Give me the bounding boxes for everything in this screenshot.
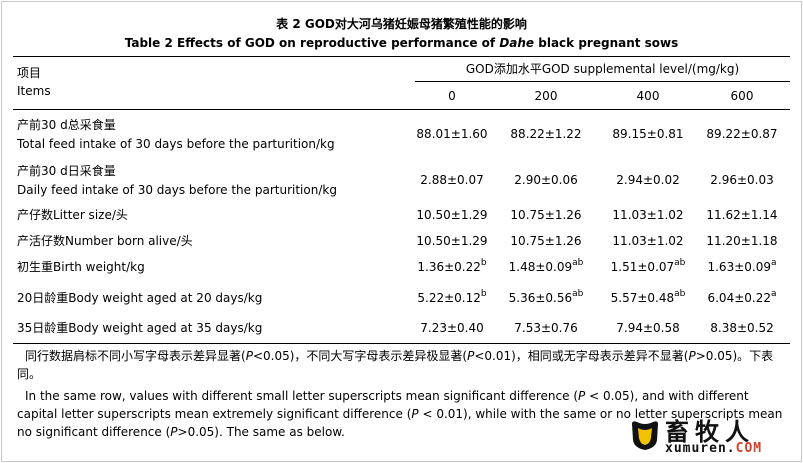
table-cell: 1.36±0.22b <box>417 258 487 275</box>
table-cell: 10.75±1.26 <box>510 234 582 248</box>
significance-superscript: a <box>770 258 777 268</box>
table-cell: 5.36±0.56ab <box>508 289 584 306</box>
row-label-zh: 20日龄重Body weight aged at 20 days/kg <box>17 291 263 305</box>
row-label: 产仔数Litter size/头 <box>17 206 128 225</box>
row-label-zh: 产活仔数Number born alive/头 <box>17 234 193 248</box>
row-label-zh: 产仔数Litter size/头 <box>17 208 128 222</box>
table-cell: 2.94±0.02 <box>616 173 680 187</box>
items-header-en: Items <box>17 84 51 98</box>
table-cell: 8.38±0.52 <box>710 321 774 335</box>
row-label: 20日龄重Body weight aged at 20 days/kg <box>17 289 262 308</box>
row-label: 产前30 d总采食量 Total feed intake of 30 days b… <box>17 116 335 154</box>
row-label: 初生重Birth weight/kg <box>17 258 145 277</box>
table-cell: 7.53±0.76 <box>514 321 578 335</box>
table-cell: 89.15±0.81 <box>612 127 684 141</box>
table-cell: 2.96±0.03 <box>710 173 774 187</box>
table-cell: 11.03±1.02 <box>612 208 684 222</box>
level-header-600: 600 <box>730 89 754 103</box>
row-label: 35日龄重Body weight aged at 35 days/kg <box>17 319 262 338</box>
level-span-header: GOD添加水平GOD supplemental level/(mg/kg) <box>465 62 740 76</box>
table-cell: 10.75±1.26 <box>510 208 582 222</box>
significance-superscript: ab <box>572 289 584 299</box>
bottom-rule <box>13 343 790 344</box>
table-cell: 11.62±1.14 <box>706 208 778 222</box>
significance-superscript: ab <box>674 289 686 299</box>
header-rule <box>13 109 790 110</box>
footnote-en: In the same row, values with different s… <box>17 389 783 439</box>
significance-superscript: ab <box>572 258 584 268</box>
row-label-zh: 产前30 d总采食量 <box>17 118 116 132</box>
items-header-zh: 项目 <box>17 66 42 80</box>
significance-superscript: b <box>480 258 487 268</box>
row-label: 产前30 d日采食量 Daily feed intake of 30 days b… <box>17 162 337 200</box>
table-cell: 10.50±1.29 <box>416 234 488 248</box>
table-cell: 89.22±0.87 <box>706 127 778 141</box>
table-cell: 88.01±1.60 <box>416 127 488 141</box>
row-label-zh: 初生重Birth weight/kg <box>17 260 145 274</box>
logo-text: 畜牧人 <box>665 418 755 446</box>
table-cell: 88.22±1.22 <box>510 127 582 141</box>
table-title-en: Table 2 Effects of GOD on reproductive p… <box>124 36 679 50</box>
table-cell: 11.03±1.02 <box>612 234 684 248</box>
table-cell: 10.50±1.29 <box>416 208 488 222</box>
footnote-zh: 同行数据肩标不同小写字母表示差异显著(P<0.05)，不同大写字母表示差异极显著… <box>17 349 774 381</box>
table-cell: 6.04±0.22a <box>707 289 777 306</box>
significance-superscript: ab <box>674 258 686 268</box>
level-header-400: 400 <box>636 89 660 103</box>
table-cell: 2.90±0.06 <box>514 173 578 187</box>
table-cell: 5.57±0.48ab <box>610 289 686 306</box>
table-cell: 1.48±0.09ab <box>508 258 584 275</box>
logo-url: xumuren.COM <box>665 441 763 456</box>
table-cell: 1.63±0.09a <box>707 258 777 275</box>
table-cell: 11.20±1.18 <box>706 234 778 248</box>
row-label: 产活仔数Number born alive/头 <box>17 232 193 251</box>
top-rule <box>13 56 790 57</box>
row-label-en: Daily feed intake of 30 days before the … <box>17 183 337 197</box>
level-header-200: 200 <box>534 89 558 103</box>
table-cell: 7.94±0.58 <box>616 321 680 335</box>
span-rule <box>415 81 790 82</box>
row-label-zh: 35日龄重Body weight aged at 35 days/kg <box>17 321 263 335</box>
row-label-en: Total feed intake of 30 days before the … <box>17 137 335 151</box>
table-title-zh: 表 2 GOD对大河乌猪妊娠母猪繁殖性能的影响 <box>276 17 527 31</box>
table-cell: 7.23±0.40 <box>420 321 484 335</box>
table-cell: 2.88±0.07 <box>420 173 484 187</box>
table-cell: 1.51±0.07ab <box>610 258 686 275</box>
level-header-0: 0 <box>448 89 456 103</box>
significance-superscript: a <box>770 289 777 299</box>
row-label-zh: 产前30 d日采食量 <box>17 164 116 178</box>
table-cell: 5.22±0.12b <box>417 289 487 306</box>
significance-superscript: b <box>480 289 487 299</box>
logo-icon <box>632 421 658 450</box>
